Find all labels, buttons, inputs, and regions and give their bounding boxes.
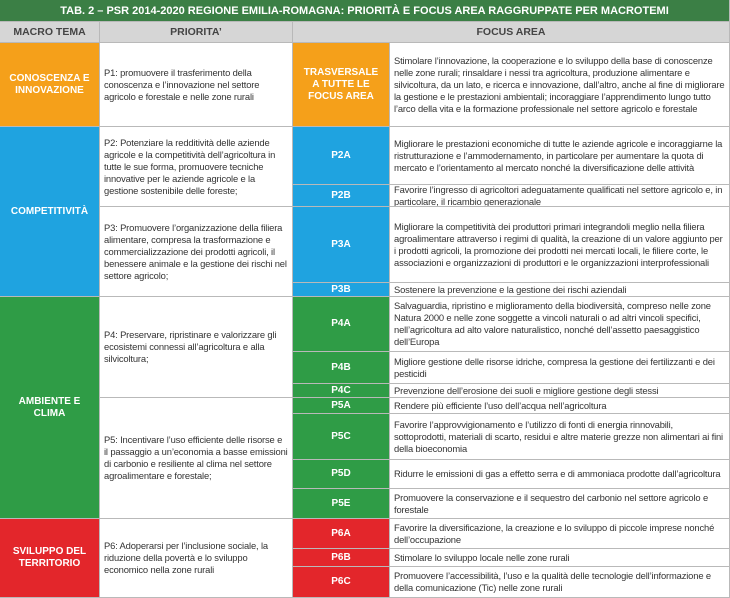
focus-code: P3A xyxy=(293,207,390,283)
priority-text: P3: Promuovere l’organizzazione della fi… xyxy=(100,207,293,297)
focus-text: Stimolare l’innovazione, la cooperazione… xyxy=(390,43,730,127)
focus-text: Promuovere la conservazione e il sequest… xyxy=(390,489,730,519)
focus-text: Rendere più efficiente l’uso dell’acqua … xyxy=(390,398,730,414)
focus-code: P6A xyxy=(293,519,390,549)
focus-code: P6C xyxy=(293,567,390,598)
focus-code: P2B xyxy=(293,185,390,207)
focus-text: Sostenere la prevenzione e la gestione d… xyxy=(390,283,730,297)
focus-text: Migliore gestione delle risorse idriche,… xyxy=(390,352,730,384)
focus-code: P2A xyxy=(293,127,390,185)
focus-text: Stimolare lo sviluppo locale nelle zone … xyxy=(390,549,730,567)
focus-text: Favorire l’ingresso di agricoltori adegu… xyxy=(390,185,730,207)
table-title: TAB. 2 – PSR 2014-2020 REGIONE EMILIA-RO… xyxy=(0,0,730,22)
focus-code: P5D xyxy=(293,460,390,489)
priority-text: P4: Preservare, ripristinare e valorizza… xyxy=(100,297,293,398)
focus-code: P5A xyxy=(293,398,390,414)
focus-text: Migliorare le prestazioni economiche di … xyxy=(390,127,730,185)
macro-theme: AMBIENTE E CLIMA xyxy=(0,297,100,519)
focus-code: P5E xyxy=(293,489,390,519)
focus-text: Prevenzione dell’erosione dei suoli e mi… xyxy=(390,384,730,398)
focus-code: P4C xyxy=(293,384,390,398)
macro-theme: CONOSCENZA E INNOVAZIONE xyxy=(0,43,100,127)
focus-code: P4B xyxy=(293,352,390,384)
column-header: MACRO TEMA xyxy=(0,22,100,43)
focus-code: P4A xyxy=(293,297,390,352)
priority-text: P5: Incentivare l’uso efficiente delle r… xyxy=(100,398,293,519)
macro-theme: SVILUPPO DEL TERRITORIO xyxy=(0,519,100,598)
focus-text: Migliorare la competitività dei produtto… xyxy=(390,207,730,283)
column-header: FOCUS AREA xyxy=(293,22,730,43)
priority-text: P6: Adoperarsi per l’inclusione sociale,… xyxy=(100,519,293,598)
column-header: PRIORITA’ xyxy=(100,22,293,43)
priority-text: P2: Potenziare la redditività delle azie… xyxy=(100,127,293,207)
focus-code: TRASVERSALE A TUTTE LE FOCUS AREA xyxy=(293,43,390,127)
focus-text: Promuovere l’accessibilità, l’uso e la q… xyxy=(390,567,730,598)
focus-text: Salvaguardia, ripristino e miglioramento… xyxy=(390,297,730,352)
focus-code: P3B xyxy=(293,283,390,297)
focus-text: Ridurre le emissioni di gas a effetto se… xyxy=(390,460,730,489)
focus-text: Favorire la diversificazione, la creazio… xyxy=(390,519,730,549)
focus-text: Favorire l’approvvigionamento e l’utiliz… xyxy=(390,414,730,460)
priority-text: P1: promuovere il trasferimento della co… xyxy=(100,43,293,127)
macro-theme: COMPETITIVITÀ xyxy=(0,127,100,297)
focus-code: P6B xyxy=(293,549,390,567)
focus-code: P5C xyxy=(293,414,390,460)
